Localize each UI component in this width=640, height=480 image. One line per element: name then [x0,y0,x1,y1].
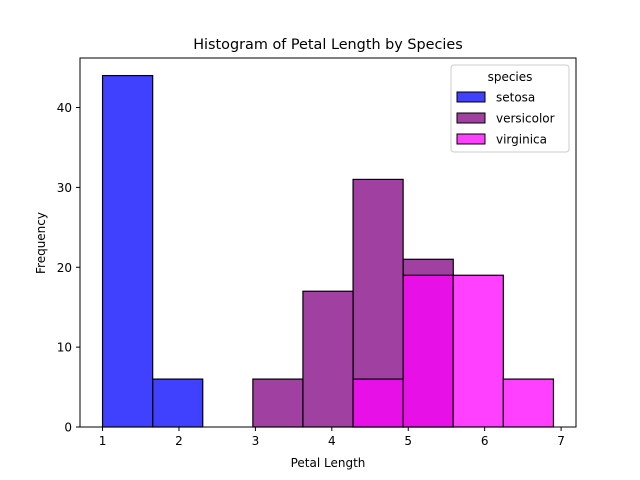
bars-group [101,74,555,428]
bar-setosa-1 [152,378,204,428]
x-tick-label: 3 [252,434,260,448]
y-tick-label: 40 [57,101,72,115]
x-tick-label: 1 [99,434,107,448]
legend-swatch-versicolor [456,112,486,124]
x-tick-label: 4 [328,434,336,448]
x-tick-label: 2 [175,434,183,448]
legend-box [450,64,570,153]
chart-title: Histogram of Petal Length by Species [193,37,463,53]
y-tick-label: 20 [57,261,72,275]
legend-label-setosa: setosa [496,91,535,105]
legend: species setosa versicolor virginica [450,64,570,153]
bar-versicolor-0 [252,378,304,428]
y-tick-label: 30 [57,181,72,195]
legend-swatch-virginica [456,133,486,145]
bar-versicolor-1 [302,290,354,428]
legend-label-versicolor: versicolor [496,112,555,126]
y-tick-label: 0 [64,421,72,435]
x-axis-label: Petal Length [291,456,366,470]
bar-virginica-1 [402,274,454,428]
x-tick-label: 5 [404,434,412,448]
x-tick-label: 6 [481,434,489,448]
plot-frame [79,57,577,428]
legend-swatch-setosa [456,91,486,103]
bar-virginica-0 [352,378,404,428]
legend-label-virginica: virginica [496,133,547,147]
x-tick-label: 7 [557,434,565,448]
y-axis-label: Frequency [34,212,48,274]
legend-title: species [488,70,533,84]
bar-virginica-2 [452,274,504,428]
axes-group: 1 2 3 4 5 6 7 0 10 20 30 40 [57,57,577,448]
bar-virginica-3 [502,378,555,428]
bar-setosa-0 [101,74,154,428]
y-tick-label: 10 [57,341,72,355]
